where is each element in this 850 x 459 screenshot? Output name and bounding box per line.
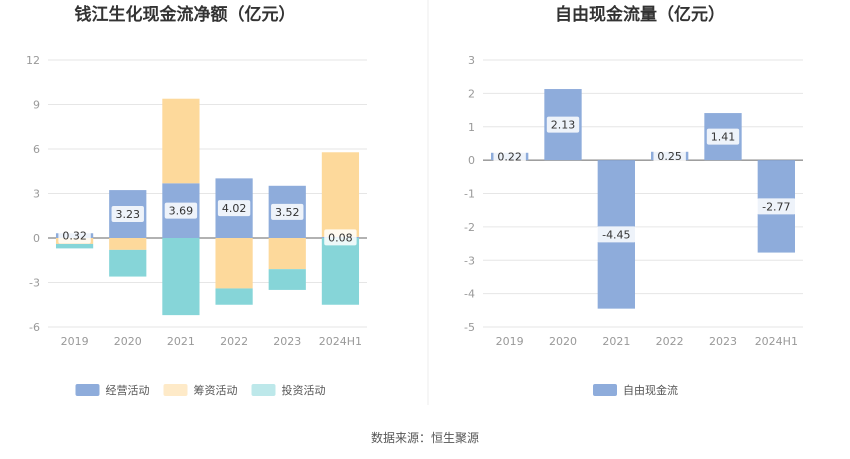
bar-left-2-1 xyxy=(109,249,147,277)
x-tick-label: 2023 xyxy=(709,335,737,348)
y-tick-label: -3 xyxy=(464,254,475,267)
bar-left-1-1 xyxy=(109,238,147,250)
data-label-bg xyxy=(164,202,198,219)
legend-left: 经营活动 筹资活动 投资活动 xyxy=(75,383,326,397)
data-label: 4.02 xyxy=(222,202,247,215)
bar-left-2-0 xyxy=(55,243,94,249)
data-label: 3.52 xyxy=(275,206,300,219)
legend-label-0: 自由现金流 xyxy=(623,383,678,397)
y-tick-label: 1 xyxy=(468,121,475,134)
bar-left-1-4 xyxy=(268,238,306,270)
data-label: 2.13 xyxy=(551,119,576,132)
bar-left-1-2 xyxy=(162,98,200,184)
grid-left xyxy=(48,59,367,328)
x-tick-label: 2020 xyxy=(549,335,577,348)
y-tick-label: 3 xyxy=(468,54,475,67)
data-source-note: 数据来源：恒生聚源 xyxy=(371,430,479,445)
data-label-bg xyxy=(58,227,91,244)
data-label-bg xyxy=(324,229,357,246)
y-tick-label: 6 xyxy=(33,143,40,156)
legend-swatch-2 xyxy=(251,384,276,396)
x-tick-label: 2024H1 xyxy=(755,335,798,348)
legend-swatch-1 xyxy=(163,384,188,396)
x-tick-label: 2022 xyxy=(220,335,248,348)
bar-left-1-3 xyxy=(215,238,253,289)
bar-left-1-5 xyxy=(321,152,360,237)
data-label: 0.25 xyxy=(657,150,682,163)
data-label: -2.77 xyxy=(762,200,790,213)
data-label-bg xyxy=(271,203,304,220)
x-tick-label: 2022 xyxy=(656,335,684,348)
data-labels-right: 0.22 2.13 -4.45 0.25 1.41 -2.77 xyxy=(493,116,796,243)
y-tick-label: 0 xyxy=(468,154,475,167)
legend-swatch-0 xyxy=(75,384,100,396)
data-label: 0.32 xyxy=(62,230,87,243)
grid-right xyxy=(483,59,803,328)
y-tick-label: 3 xyxy=(33,188,40,201)
y-tick-label: -5 xyxy=(464,321,475,334)
legend-right: 自由现金流 xyxy=(593,383,678,397)
data-label-bg xyxy=(756,198,796,215)
y-tick-label: 9 xyxy=(33,99,40,112)
y-tick-label: 12 xyxy=(26,54,40,67)
bar-left-2-3 xyxy=(215,288,253,305)
bar-left-2-5 xyxy=(321,238,360,305)
y-tick-label: -6 xyxy=(29,321,40,334)
data-label-bg xyxy=(493,148,526,165)
data-label-bg xyxy=(111,206,144,223)
chart-title-left: 钱江生化现金流净额（亿元） xyxy=(75,4,296,25)
legend-swatch-0 xyxy=(593,384,617,396)
x-tick-label: 2020 xyxy=(114,335,142,348)
y-axis-left: 12 9 6 3 0 -3 -6 xyxy=(26,54,40,334)
y-tick-label: -4 xyxy=(464,288,475,301)
bars-left xyxy=(55,98,360,316)
x-tick-label: 2024H1 xyxy=(319,335,362,348)
data-label: -4.45 xyxy=(602,228,630,241)
bars-right xyxy=(491,89,795,309)
data-label: 0.22 xyxy=(497,150,522,163)
x-axis-left: 2019 2020 2021 2022 2023 2024H1 xyxy=(61,335,362,348)
y-tick-label: 0 xyxy=(33,232,40,245)
data-label-bg xyxy=(217,200,251,217)
data-label-bg xyxy=(653,147,686,164)
x-tick-label: 2019 xyxy=(61,335,89,348)
y-tick-label: -1 xyxy=(464,188,475,201)
x-axis-right: 2019 2020 2021 2022 2023 2024H1 xyxy=(496,335,798,348)
x-tick-label: 2021 xyxy=(167,335,195,348)
data-labels-left: 0.32 3.23 3.69 4.02 3.52 0.08 xyxy=(58,200,357,246)
bar-left-2-4 xyxy=(268,269,306,290)
legend-label-2: 投资活动 xyxy=(282,383,326,397)
data-label-bg xyxy=(706,128,740,145)
cashflow-net-chart: 钱江生化现金流净额（亿元） 12 9 6 3 0 -3 -6 0.32 3.23 3.69 4.0… xyxy=(26,4,367,397)
data-label-bg xyxy=(596,226,636,243)
data-label-bg xyxy=(546,116,580,133)
chart-title-right: 自由现金流量（亿元） xyxy=(555,4,725,25)
data-label: 3.69 xyxy=(169,205,194,218)
x-tick-label: 2021 xyxy=(602,335,630,348)
legend-label-1: 筹资活动 xyxy=(194,383,238,397)
y-tick-label: 2 xyxy=(468,87,475,100)
data-label: 3.23 xyxy=(116,208,141,221)
y-tick-label: -3 xyxy=(29,277,40,290)
data-label: 1.41 xyxy=(711,131,736,144)
y-tick-label: -2 xyxy=(464,221,475,234)
x-tick-label: 2019 xyxy=(496,335,524,348)
x-tick-label: 2023 xyxy=(273,335,301,348)
legend-label-0: 经营活动 xyxy=(106,383,150,397)
bar-left-2-2 xyxy=(162,238,200,316)
y-axis-right: 3 2 1 0 -1 -2 -3 -4 -5 xyxy=(464,54,475,334)
data-label: 0.08 xyxy=(328,231,353,244)
